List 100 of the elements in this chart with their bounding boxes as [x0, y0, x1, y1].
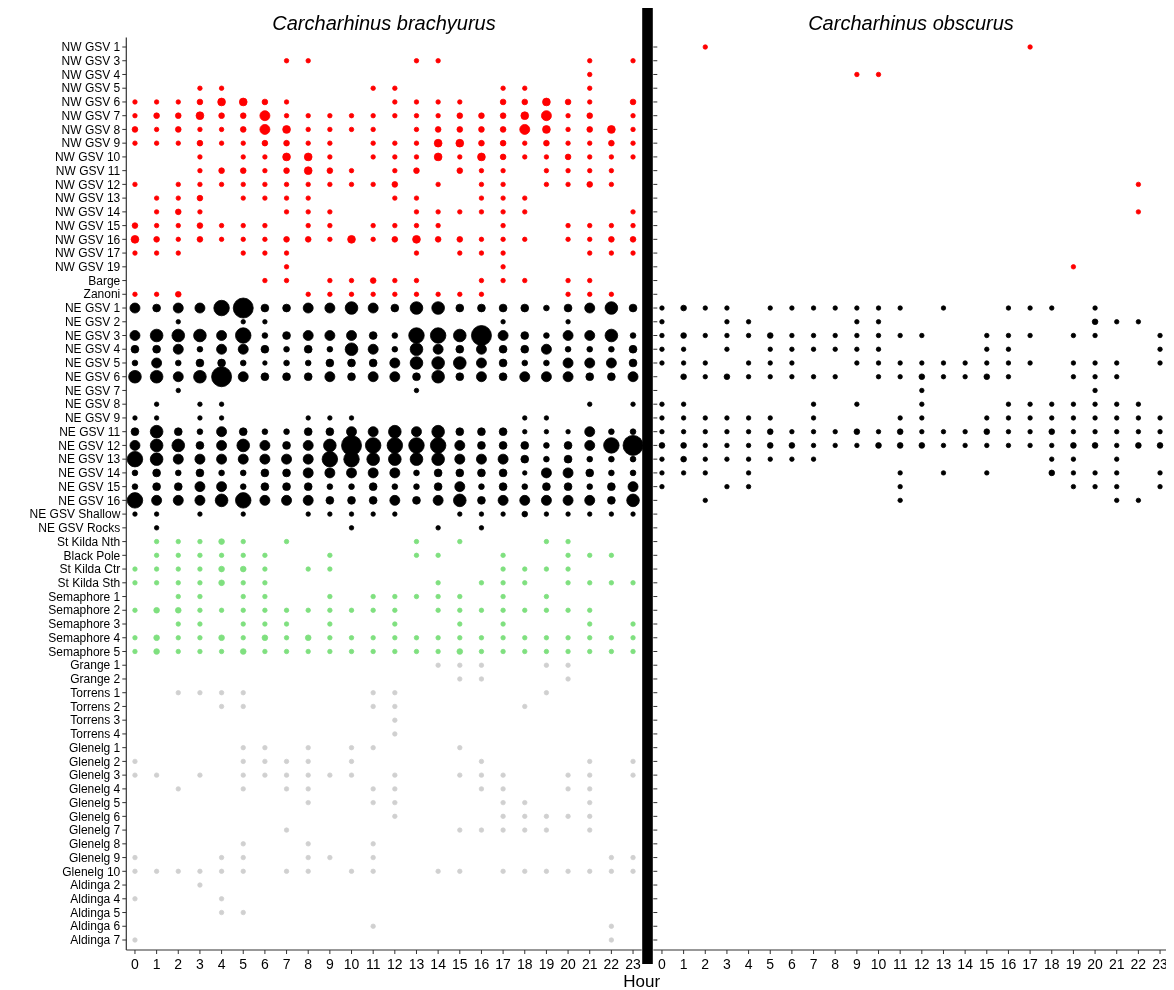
y-tick-label: Grange 2: [70, 672, 121, 687]
x-tick-label: 15: [452, 956, 468, 972]
x-tick-label: 12: [914, 956, 930, 972]
x-tick-label: 7: [282, 956, 291, 972]
y-tick-label: NW GSV 1: [61, 40, 121, 55]
y-tick-label: Glenelg 1: [68, 740, 121, 755]
x-tick-label: 3: [723, 956, 732, 972]
y-tick-label: Semaphore 5: [48, 644, 121, 659]
y-tick-label: Glenelg 5: [68, 795, 121, 810]
y-tick-label: Aldinga 6: [70, 919, 121, 934]
y-tick-label: Aldinga 7: [70, 933, 121, 948]
y-tick-label: Zanoni: [83, 287, 121, 302]
y-tick-label: NE GSV 16: [58, 493, 121, 508]
y-tick-label: Glenelg 9: [68, 850, 121, 865]
y-tick-label: NW GSV 19: [54, 260, 121, 275]
x-tick-label: 21: [1108, 956, 1125, 972]
x-tick-label: 2: [174, 956, 183, 972]
x-tick-label: 11: [892, 956, 908, 972]
y-tick-label: NW GSV 11: [55, 163, 121, 178]
x-tick-label: 3: [196, 956, 205, 972]
y-tick-label: NE GSV 2: [64, 314, 121, 329]
x-tick-label: 21: [581, 956, 598, 972]
y-tick-label: NW GSV 5: [61, 81, 121, 96]
x-tick-label: 14: [430, 956, 447, 972]
x-tick-label: 4: [217, 956, 226, 972]
y-tick-label: NE GSV 5: [64, 356, 121, 371]
y-tick-label: NW GSV 16: [54, 232, 121, 247]
y-tick-label: NE GSV 9: [64, 411, 121, 426]
chart-title: Carcharhinus brachyurus: [272, 12, 496, 34]
y-tick-label: NW GSV 15: [54, 218, 121, 233]
y-tick-label: Glenelg 8: [68, 837, 121, 852]
y-tick-label: NW GSV 6: [61, 95, 121, 110]
y-tick-label: Glenelg 7: [68, 823, 121, 838]
y-tick-label: Aldinga 4: [70, 891, 121, 906]
x-tick-label: 20: [1087, 956, 1104, 972]
y-tick-label: Glenelg 6: [68, 809, 121, 824]
x-tick-label: 8: [831, 956, 840, 972]
y-tick-label: NE GSV 13: [58, 452, 121, 467]
x-tick-label: 14: [957, 956, 974, 972]
x-tick-label: 15: [979, 956, 995, 972]
x-tick-label: 22: [603, 956, 620, 972]
y-tick-label: NE GSV 7: [64, 383, 121, 398]
y-tick-label: Torrens 2: [70, 699, 121, 714]
x-tick-label: 16: [1000, 956, 1017, 972]
y-tick-label: NE GSV 6: [64, 369, 121, 384]
y-tick-label: Aldinga 2: [70, 878, 121, 893]
y-tick-label: Semaphore 1: [48, 589, 121, 604]
x-tick-label: 9: [852, 956, 861, 972]
y-tick-label: NE GSV Shallow: [29, 507, 121, 522]
x-axis-title: Hour: [623, 972, 661, 990]
y-tick-label: NE GSV 11: [59, 424, 121, 439]
y-tick-label: NW GSV 13: [54, 191, 121, 206]
y-tick-label: NE GSV Rocks: [38, 521, 121, 536]
x-tick-label: 4: [744, 956, 753, 972]
x-tick-label: 1: [152, 956, 161, 972]
y-tick-label: Aldinga 5: [70, 905, 121, 920]
y-tick-label: NE GSV 8: [64, 397, 121, 412]
y-tick-label: NW GSV 4: [61, 67, 121, 82]
y-tick-label: St Kilda Nth: [56, 534, 121, 549]
y-tick-label: NW GSV 9: [61, 136, 121, 151]
x-tick-label: 19: [1065, 956, 1082, 972]
x-tick-label: 10: [343, 956, 360, 972]
x-tick-label: 6: [788, 956, 796, 972]
y-tick-label: St Kilda Sth: [57, 576, 121, 590]
x-tick-label: 22: [1130, 956, 1147, 972]
x-tick-label: 2: [701, 956, 710, 972]
x-tick-label: 5: [239, 956, 248, 972]
x-tick-label: 0: [658, 956, 667, 972]
x-tick-label: 11: [365, 956, 381, 972]
x-tick-label: 17: [1022, 956, 1039, 972]
y-tick-label: NW GSV 8: [61, 122, 121, 137]
y-tick-label: Barge: [88, 273, 121, 288]
y-tick-label: NW GSV 10: [54, 150, 121, 165]
x-tick-label: 13: [408, 956, 425, 972]
x-tick-label: 18: [516, 956, 533, 972]
y-tick-label: NE GSV 14: [58, 466, 121, 481]
y-tick-label: Semaphore 2: [48, 603, 121, 618]
x-tick-label: 6: [261, 956, 269, 972]
y-tick-label: Glenelg 4: [68, 782, 121, 797]
chart-title: Carcharhinus obscurus: [808, 12, 1014, 34]
y-tick-label: NE GSV 12: [58, 438, 121, 453]
x-tick-label: 5: [766, 956, 775, 972]
y-tick-label: Torrens 1: [70, 685, 121, 700]
y-tick-label: St Kilda Ctr: [59, 562, 121, 577]
y-tick-label: NE GSV 4: [64, 342, 121, 357]
y-tick-label: Torrens 4: [70, 727, 121, 742]
x-tick-label: 17: [495, 956, 512, 972]
y-tick-label: Glenelg 10: [62, 864, 121, 879]
y-tick-label: Semaphore 3: [48, 617, 121, 632]
x-tick-label: 1: [679, 956, 688, 972]
y-tick-label: NW GSV 3: [61, 53, 121, 68]
x-tick-label: 10: [870, 956, 887, 972]
y-tick-label: NE GSV 3: [64, 328, 121, 343]
x-tick-label: 9: [325, 956, 334, 972]
y-tick-label: NW GSV 17: [54, 246, 121, 261]
x-tick-label: 13: [935, 956, 952, 972]
y-tick-label: NW GSV 14: [54, 205, 121, 220]
y-tick-label: Glenelg 2: [68, 754, 121, 769]
x-tick-label: 8: [304, 956, 313, 972]
y-tick-label: NW GSV 12: [54, 177, 121, 192]
